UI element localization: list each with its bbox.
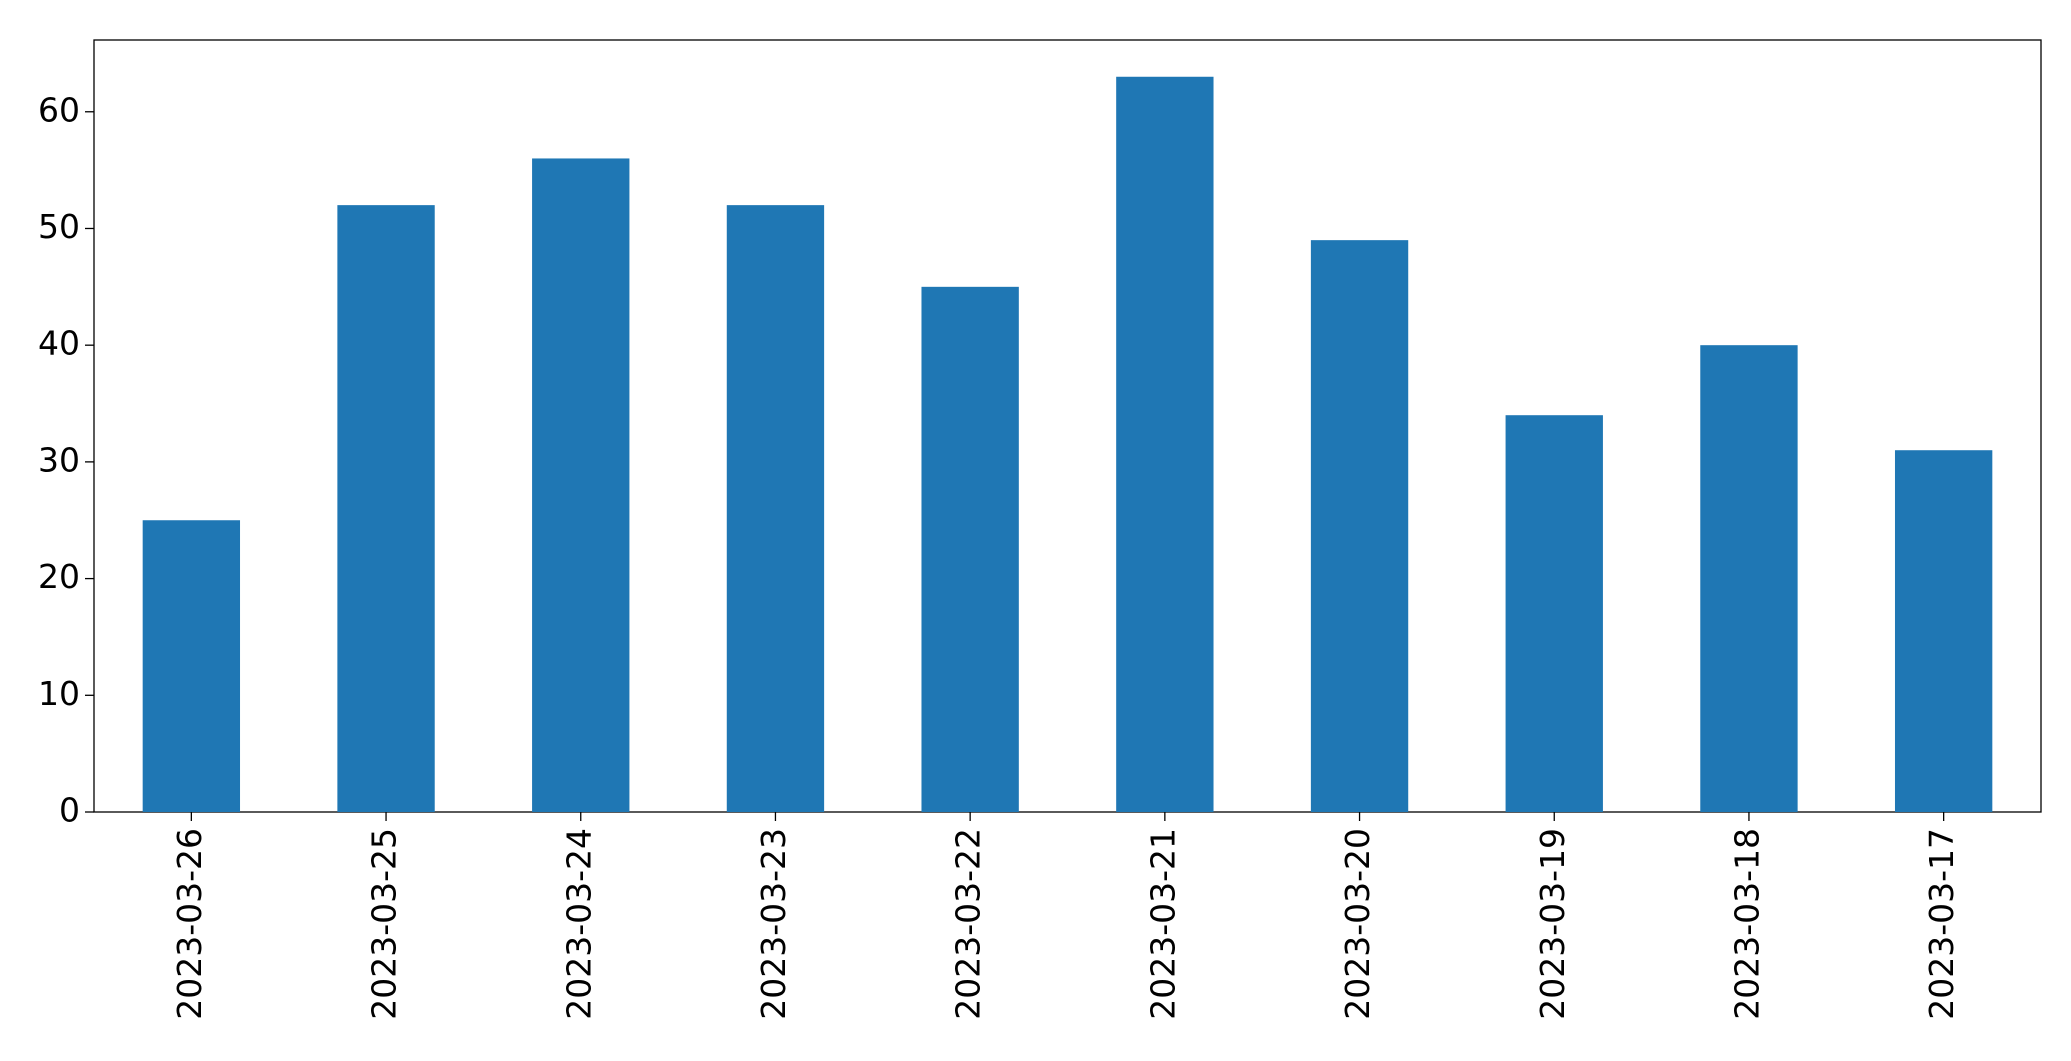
x-tick-label: 2023-03-18 <box>1727 828 1766 1020</box>
bar <box>1894 450 1993 812</box>
bar <box>726 205 825 812</box>
bar <box>142 520 241 812</box>
bar <box>1310 240 1409 813</box>
x-tick-label: 2023-03-20 <box>1338 828 1377 1020</box>
bar <box>1116 76 1214 812</box>
x-tick-label: 2023-03-19 <box>1533 828 1572 1020</box>
bar <box>532 158 630 813</box>
bar <box>337 205 435 812</box>
y-tick-label: 0 <box>59 791 80 830</box>
x-tick-label: 2023-03-24 <box>559 828 598 1020</box>
y-tick-label: 60 <box>38 90 80 129</box>
x-tick-label: 2023-03-17 <box>1922 828 1961 1020</box>
y-tick-label: 40 <box>38 324 80 363</box>
x-tick-label: 2023-03-22 <box>949 828 988 1020</box>
bar <box>1700 345 1798 812</box>
y-tick-label: 10 <box>38 674 80 713</box>
y-tick-label: 30 <box>38 440 80 479</box>
x-tick-label: 2023-03-23 <box>754 828 793 1020</box>
y-tick-label: 50 <box>38 207 80 246</box>
x-tick-label: 2023-03-21 <box>1143 828 1182 1020</box>
y-tick-label: 20 <box>38 557 80 596</box>
bar <box>1505 415 1603 812</box>
x-tick-label: 2023-03-26 <box>170 828 209 1020</box>
plot-frame <box>93 39 2042 813</box>
x-tick-label: 2023-03-25 <box>365 828 404 1020</box>
bar <box>921 286 1019 812</box>
